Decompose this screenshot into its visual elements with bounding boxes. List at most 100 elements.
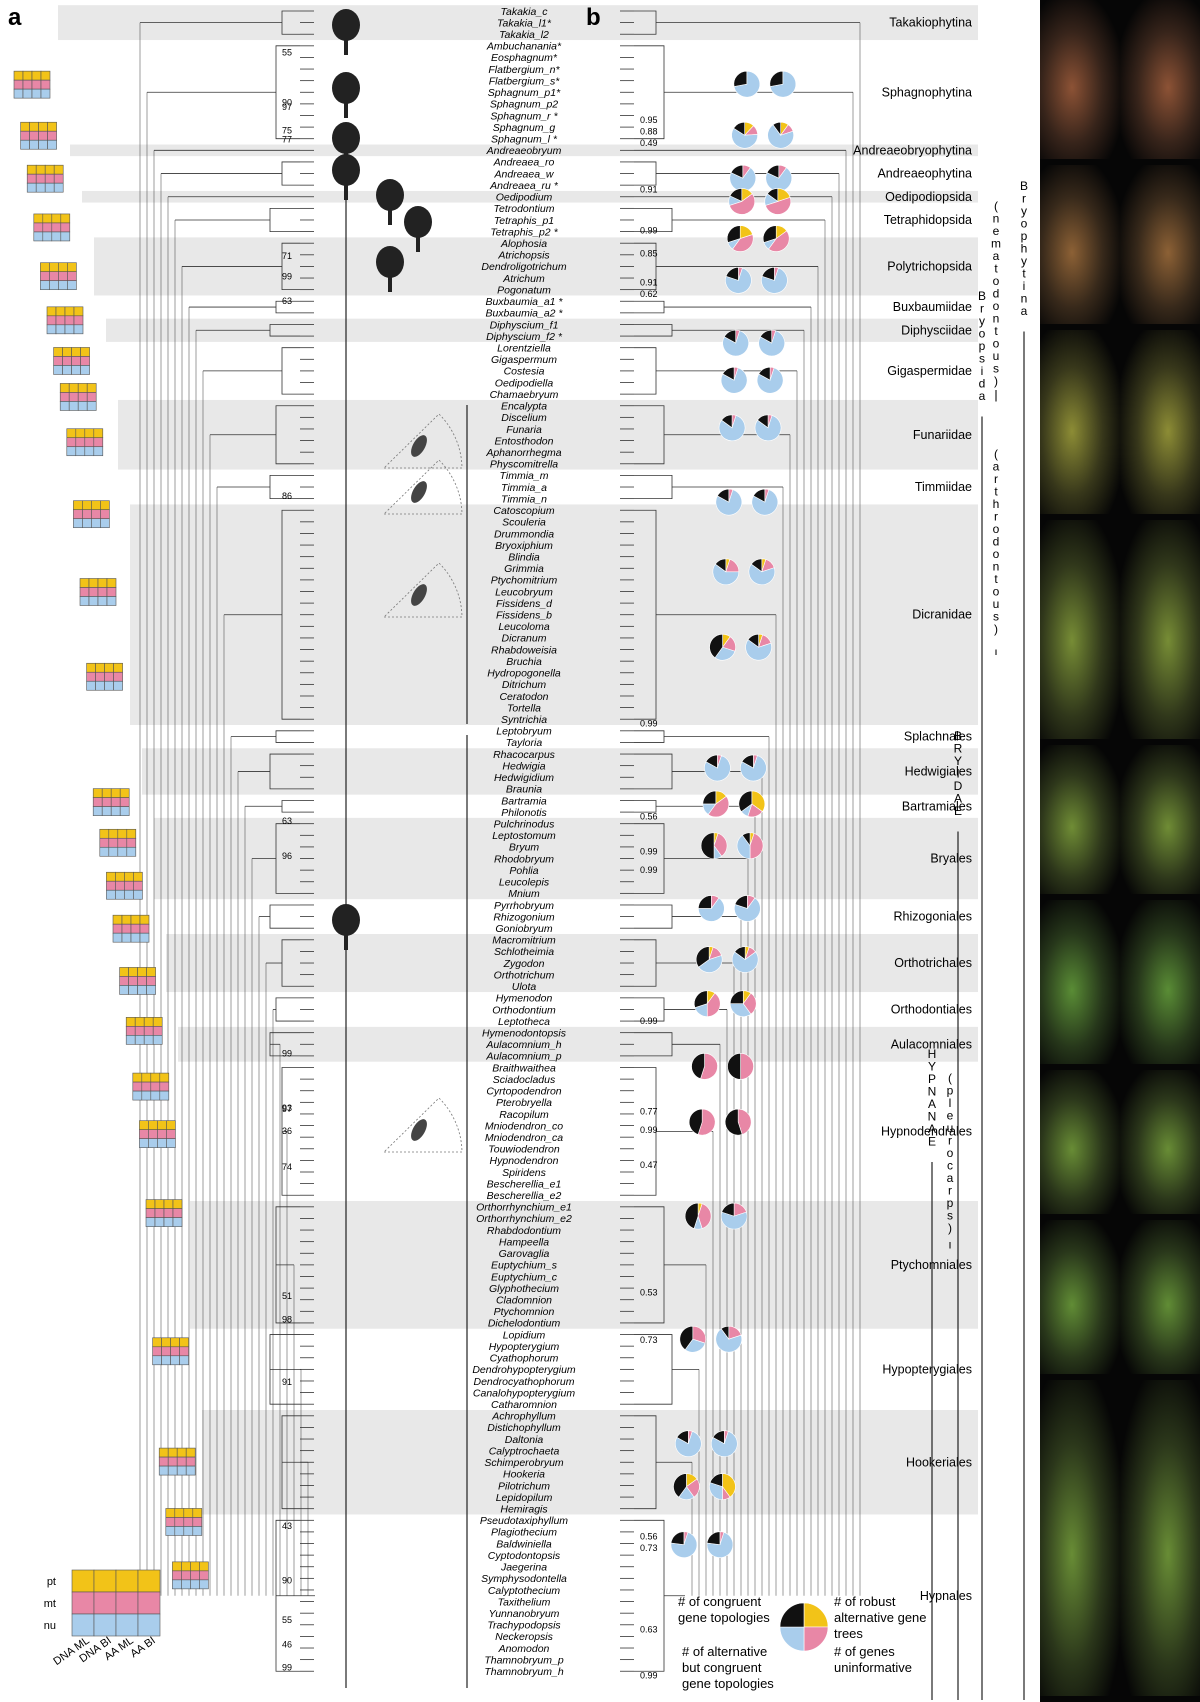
grid-cell-mt [80,356,90,366]
grid-cell-nu [181,1579,191,1590]
grid-cell-mt [181,1570,191,1581]
taxon-label: Orthotrichum [494,969,555,981]
support-value-a: 97 [282,102,292,112]
taxon-label: Calyptrochaeta [489,1445,560,1457]
pie-slice-uninformative [694,990,708,1009]
grid-cell-pt [150,1072,161,1083]
moss-photo [1120,1380,1200,1696]
pie-chart [688,1108,716,1136]
taxon-label: Cladomnion [496,1295,552,1307]
grid-cell-pt [73,500,83,511]
grid-cell-nu [172,1217,183,1227]
grid-cell-pt [26,164,37,175]
grid-cell-mt [152,1026,163,1036]
grid-cell-nu [126,846,137,857]
clade-band [178,1026,978,1062]
pie-slice-uninformative [772,121,781,137]
rank-label-letter: i [981,364,984,378]
legend-alt-congruent: but congruent [682,1660,762,1675]
grid-cell-nu [110,806,121,816]
pie-chart [675,1430,702,1457]
pie-chart [727,1053,754,1080]
taxon-label: Orthodontium [492,1004,556,1016]
grid-cell-nu [29,139,39,150]
taxon-label: Encalypta [501,401,547,413]
clade-label: Aulacomniales [891,1037,972,1051]
pie-slice-mt [768,230,790,252]
clade-band [70,144,978,157]
grid-cell-pt [80,347,90,357]
grid-cell-nu [75,446,86,457]
taxon-label: Leucobryum [495,586,553,598]
rank-label-letter: o [993,547,1000,561]
grid-cell-nu [84,446,95,457]
legend-grid [71,1569,161,1637]
pie-slice-nu [709,1482,723,1500]
legend-cell-pt [115,1569,139,1593]
pie-slice-uninformative [684,1202,699,1229]
pie-slice-nu [684,1338,706,1353]
grid-cell-mt [154,1208,165,1218]
rank-label-letter: d [993,535,1000,549]
taxon-label: Tayloria [506,737,543,749]
moss-photo [1120,900,1200,1064]
pie-slice-uninformative [741,832,751,847]
grid-cell-pt [152,1337,162,1348]
taxon-label: Neckeropsis [495,1631,554,1643]
grid-cell-nu [113,680,123,691]
grid-cell-pt [172,1561,182,1572]
grid-cell-nu [80,365,90,375]
pie-chart [702,790,730,818]
grid-cell-nu [88,596,99,606]
grid-cell-pt [106,578,117,588]
rank-label-letter: r [994,510,998,524]
rank-label-letter: A [928,1122,936,1136]
taxon-label: Drummondia [494,528,554,540]
support-value-a: 99 [282,272,292,282]
rank-label-letter: u [993,597,1000,611]
rank-label-letter: h [993,497,1000,511]
grid-cell-nu [62,365,72,375]
grid-cell-pt [58,262,68,273]
taxon-label: Mnium [508,888,540,900]
taxon-label: Syntrichia [501,714,547,726]
grid-cell-mt [42,222,53,233]
taxon-label: Pohlia [509,865,538,877]
taxon-label: Yunnanobryum [489,1608,560,1620]
taxon-label: Aulacomnium_h [485,1039,561,1051]
taxon-label: Thamnobryum_p [484,1654,564,1666]
taxon-label: Thamnobryum_h [484,1666,564,1678]
support-value-b: 0.91 [640,185,658,195]
pie-slice-uninformative [769,70,784,87]
grid-cell-pt [38,121,48,132]
grid-cell-pt [93,428,104,439]
grid-cell-mt [77,392,88,402]
clade-label: Hedwigiales [905,764,972,778]
grid-cell-mt [115,880,125,891]
rank-label-letter: l [949,1096,952,1110]
taxon-label: Flatbergium_s* [489,75,561,87]
taxon-label: Oedipodium [496,192,553,204]
grid-cell-mt [88,587,99,597]
grid-cell-mt [35,173,46,184]
panel-label-a: a [8,4,22,31]
grid-cell-pt [62,347,72,357]
taxon-label: Hydropogonella [487,668,561,680]
grid-cell-nu [174,1526,185,1536]
grid-cell-mt [141,1081,152,1092]
clade-bracket-a [275,997,300,1022]
moss-photo [1120,1220,1200,1374]
pie-slice-uninformative [734,946,746,961]
pie-chart [729,990,757,1017]
support-grid [33,213,71,242]
pie-chart [734,895,761,922]
grid-cell-pt [128,967,138,977]
grid-cell-nu [95,680,105,691]
clade-bracket-b [634,347,657,395]
legend-row-label: mt [44,1598,56,1610]
taxon-label: Sphagnum_l * [491,134,558,146]
grid-cell-nu [143,1035,154,1045]
grid-cell-mt [121,923,132,934]
grid-cell-nu [119,806,130,816]
rank-label-letter: i [1023,279,1026,293]
